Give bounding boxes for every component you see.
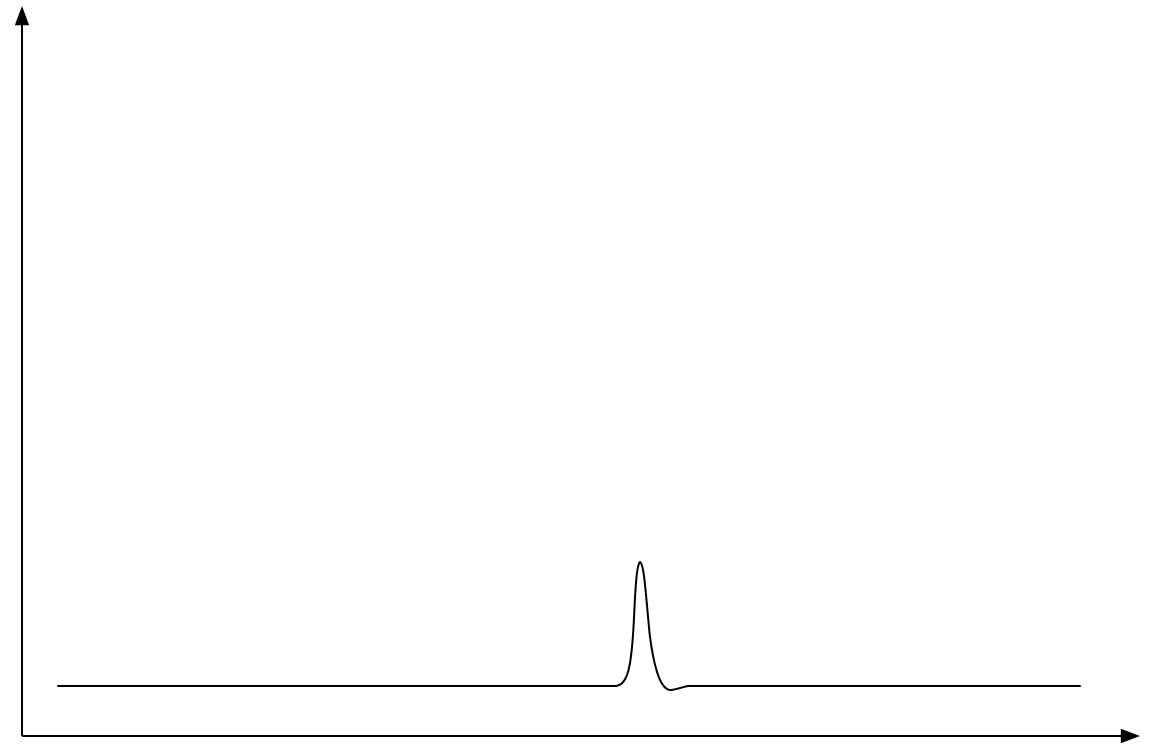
chromatogram-chart (0, 0, 1151, 753)
chart-svg (0, 0, 1151, 753)
chart-background (0, 0, 1151, 753)
